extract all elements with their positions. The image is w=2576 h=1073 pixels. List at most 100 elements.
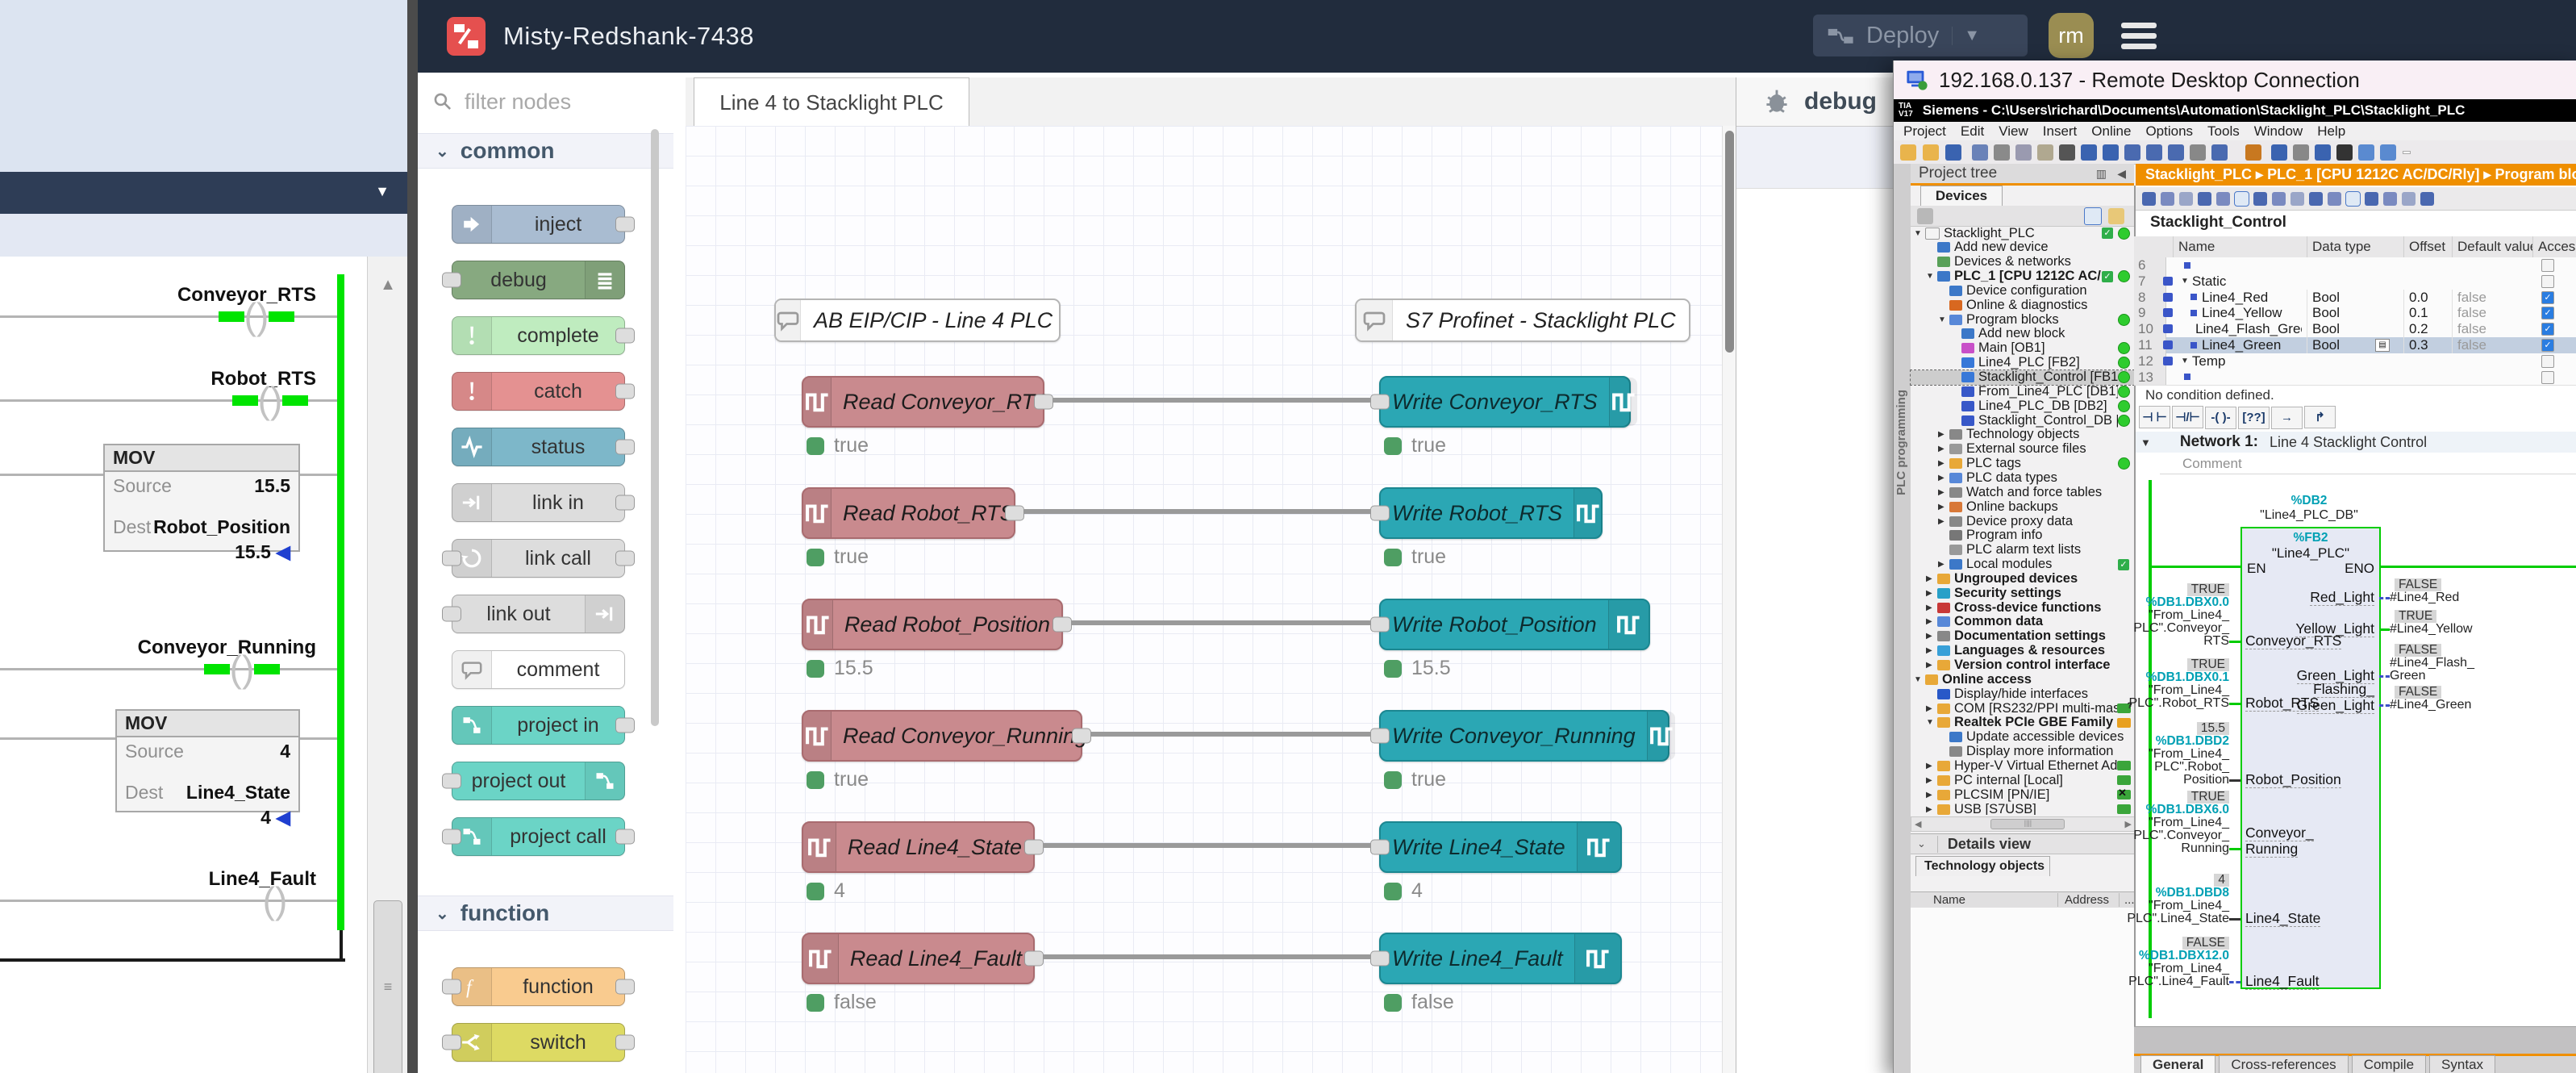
cell-name[interactable]: ▼Static <box>2173 273 2302 290</box>
tree-item-languages-resources[interactable]: ▶Languages & resources <box>1911 644 2134 658</box>
cut-icon[interactable] <box>1994 144 2010 161</box>
palette-section-function[interactable]: ⌄function <box>418 896 673 931</box>
palette-scrollbar-thumb[interactable] <box>651 129 659 726</box>
input-port[interactable] <box>1370 951 1390 967</box>
output-port[interactable] <box>615 979 635 995</box>
inspector-tab-general[interactable]: General <box>2140 1055 2215 1073</box>
undo-icon[interactable] <box>2081 144 2097 161</box>
menu-view[interactable]: View <box>1999 123 2028 140</box>
tree-expand-icon[interactable]: ▶ <box>1926 603 1936 612</box>
tree-item-plcsim-pn-ie-[interactable]: ▶PLCSIM [PN/IE]✕ <box>1911 787 2134 802</box>
cell-name[interactable]: Line4_Yellow <box>2173 305 2302 321</box>
read-node[interactable]: Read Line4_State <box>802 821 1035 873</box>
read-node[interactable]: Read Robot_RTS <box>802 487 1015 539</box>
tree-expand-icon[interactable]: ▶ <box>1926 776 1936 785</box>
canvas-scrollbar-thumb[interactable] <box>1725 131 1734 353</box>
network-collapse-icon[interactable]: ▼ <box>2140 436 2151 449</box>
input-port[interactable] <box>442 273 461 288</box>
cell-name[interactable]: ▼Temp <box>2173 353 2302 369</box>
tree-expand-icon[interactable]: ▶ <box>1926 617 1936 626</box>
palette-node-link-out[interactable]: link out <box>452 595 625 633</box>
tree-item-plc-1-cpu-1212c-ac-dc-rly-[interactable]: ▼PLC_1 [CPU 1212C AC/DC/Rly]✓ <box>1911 269 2134 284</box>
write-node[interactable]: Write Line4_Fault <box>1379 933 1622 984</box>
details-view-header[interactable]: ⌄ Details view <box>1911 833 2134 854</box>
tree-expand-icon[interactable]: ▼ <box>1914 675 1924 684</box>
breadcrumb-segment[interactable]: Program blocks <box>2495 166 2576 182</box>
write-node[interactable]: Write Robot_RTS <box>1379 487 1603 539</box>
details-toggle-icon[interactable] <box>2084 207 2102 225</box>
output-port[interactable] <box>1024 951 1044 967</box>
output-port[interactable] <box>1005 506 1024 521</box>
cell-datatype[interactable]: Bool <box>2307 321 2404 337</box>
table-row--add-new-[interactable]: 13 <box>2134 369 2576 386</box>
tree-item-add-new-device[interactable]: Add new device <box>1911 240 2134 255</box>
accessible-checkbox[interactable] <box>2541 275 2554 288</box>
output-port[interactable] <box>615 551 635 566</box>
tree-item-external-source-files[interactable]: ▶External source files <box>1911 442 2134 457</box>
palette-node-inject[interactable]: inject <box>452 205 625 244</box>
tree-expand-icon[interactable]: ▶ <box>1926 632 1936 641</box>
accessible-checkbox[interactable]: ✓ <box>2541 307 2554 319</box>
tree-expand-icon[interactable]: ▶ <box>1938 503 1948 511</box>
menu-project[interactable]: Project <box>1903 123 1946 140</box>
breadcrumb[interactable]: Stacklight_PLC ▸ PLC_1 [CPU 1212C AC/DC/… <box>2136 164 2576 186</box>
tree-item-ungrouped-devices[interactable]: ▶Ungrouped devices <box>1911 571 2134 586</box>
tree-expand-icon[interactable]: ▼ <box>1926 272 1936 281</box>
editor-tool-icon-1[interactable] <box>2161 192 2174 206</box>
flow-wire[interactable] <box>1019 509 1373 514</box>
palette-node-project-out[interactable]: project out <box>452 762 625 800</box>
editor-tool-icon-13[interactable] <box>2383 192 2397 206</box>
table-row-line4-green[interactable]: 11Line4_GreenBool▤0.3false✓ <box>2134 337 2576 354</box>
accessible-checkbox[interactable]: ✓ <box>2541 323 2554 336</box>
lad-instruction-3[interactable]: [??] <box>2238 407 2270 429</box>
paste-icon[interactable] <box>2037 144 2053 161</box>
tree-item-online-access[interactable]: ▼Online access <box>1911 672 2134 687</box>
editor-tool-icon-9[interactable] <box>2309 192 2323 206</box>
tree-item-usb-s7usb-[interactable]: ▶USB [S7USB] <box>1911 802 2134 815</box>
canvas-scrollbar[interactable] <box>1722 126 1736 1073</box>
window-split2-icon[interactable] <box>2315 144 2331 161</box>
tree-item-pc-internal-local-[interactable]: ▶PC internal [Local] <box>1911 773 2134 787</box>
lad-instruction-1[interactable]: ⊣/⊢ <box>2172 406 2203 428</box>
tree-item-online-backups[interactable]: ▶Online backups <box>1911 499 2134 514</box>
editor-tool-icon-7[interactable] <box>2272 192 2286 206</box>
flow-wire[interactable] <box>1038 954 1373 959</box>
tree-expand-icon[interactable]: ▼ <box>1926 718 1936 727</box>
write-node[interactable]: Write Conveyor_RTS <box>1379 376 1631 428</box>
start-cpu-icon[interactable] <box>2168 144 2184 161</box>
breadcrumb-segment[interactable]: Stacklight_PLC <box>2145 166 2252 182</box>
stop-cpu-icon[interactable] <box>2190 144 2206 161</box>
table-row--add-new-[interactable]: 6 <box>2134 257 2576 274</box>
new-project-icon[interactable] <box>1900 144 1916 161</box>
tree-item-watch-and-force-tables[interactable]: ▶Watch and force tables <box>1911 485 2134 499</box>
accessible-checkbox[interactable] <box>2541 371 2554 384</box>
go-offline-icon[interactable] <box>2245 144 2261 161</box>
tree-expand-icon[interactable]: ▶ <box>1926 574 1936 583</box>
editor-tool-icon-15[interactable] <box>2420 192 2434 206</box>
lad-instruction-4[interactable]: → <box>2271 407 2303 429</box>
tree-expand-icon[interactable]: ▶ <box>1938 445 1948 453</box>
comment-node[interactable]: AB EIP/CIP - Line 4 PLC <box>774 299 1061 342</box>
tree-item-from-line4-plc-db1-[interactable]: From_Line4_PLC [DB1] <box>1911 384 2134 399</box>
network-comment-placeholder[interactable]: Comment <box>2182 456 2242 472</box>
chevron-down-icon[interactable]: ▼ <box>375 183 390 200</box>
tree-item-common-data[interactable]: ▶Common data <box>1911 615 2134 629</box>
tree-expand-icon[interactable]: ▶ <box>1926 704 1936 713</box>
tree-expand-icon[interactable]: ▶ <box>1926 661 1936 670</box>
input-port[interactable] <box>1370 617 1390 633</box>
editor-tool-icon-6[interactable] <box>2253 192 2267 206</box>
tree-item-stacklight-control-db-[interactable]: Stacklight_Control_DB [... <box>1911 413 2134 428</box>
editor-tool-icon-2[interactable] <box>2179 192 2193 206</box>
scrollbar-thumb[interactable]: ≡ <box>373 900 402 1073</box>
tree-expand-icon[interactable]: ▶ <box>1926 762 1936 770</box>
tree-item-program-blocks[interactable]: ▼Program blocks <box>1911 312 2134 327</box>
accessible-checkbox[interactable] <box>2541 259 2554 272</box>
editor-tool-icon-3[interactable] <box>2198 192 2211 206</box>
tree-item-technology-objects[interactable]: ▶Technology objects <box>1911 428 2134 442</box>
cell-name[interactable] <box>2173 257 2302 273</box>
redo-icon[interactable] <box>2103 144 2119 161</box>
print-icon[interactable] <box>1972 144 1988 161</box>
tab-line4-to-stacklight-plc[interactable]: Line 4 to Stacklight PLC <box>694 77 969 127</box>
user-avatar[interactable]: rm <box>2049 13 2094 58</box>
tree-item-cross-device-functions[interactable]: ▶Cross-device functions <box>1911 600 2134 615</box>
